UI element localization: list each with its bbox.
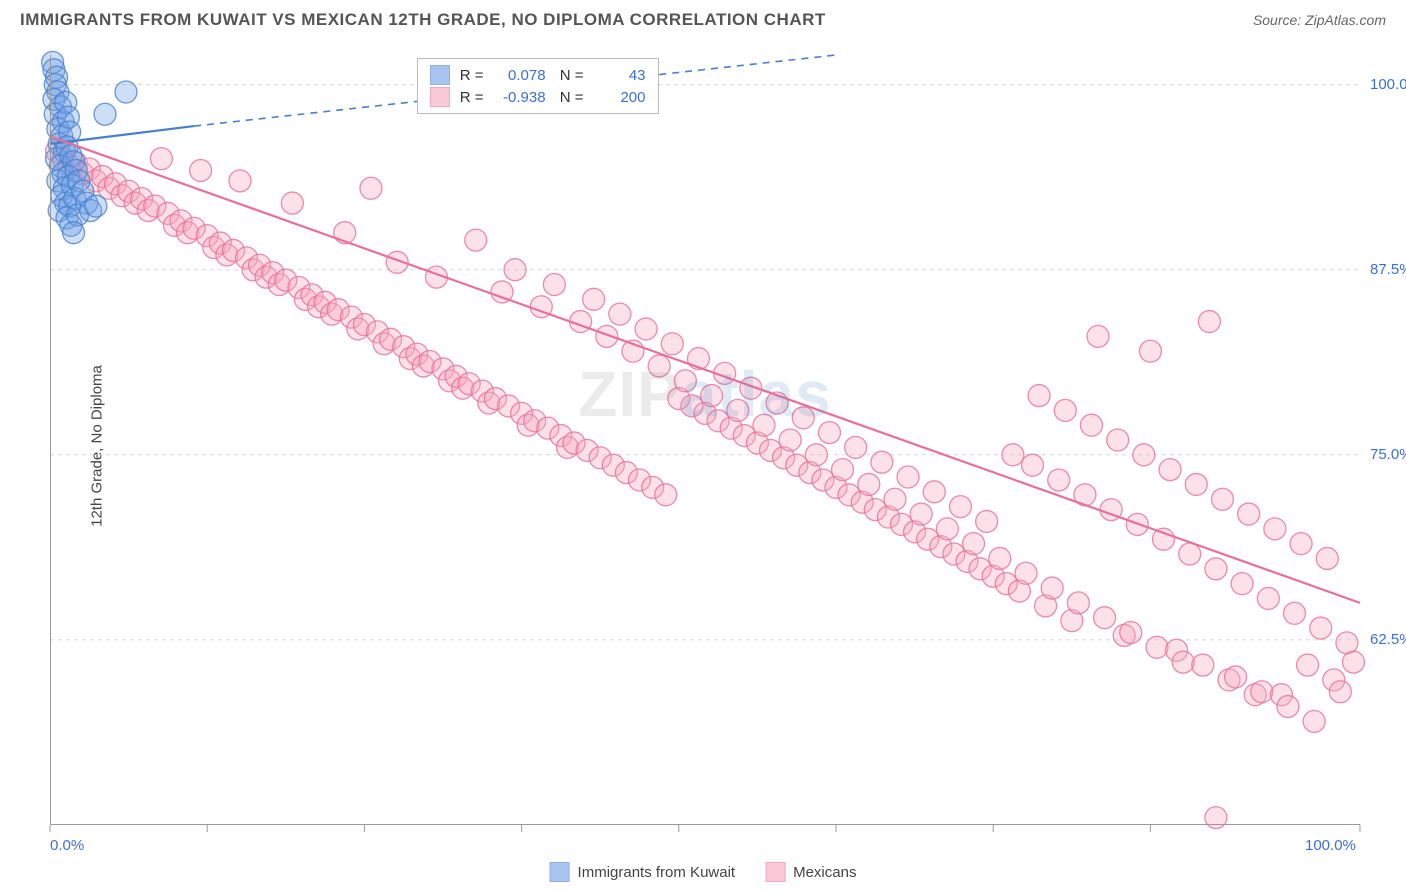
- stat-N-value: 200: [594, 89, 646, 106]
- legend-swatch: [430, 65, 450, 85]
- legend-swatch: [550, 862, 570, 882]
- y-tick-label: 87.5%: [1370, 261, 1406, 278]
- x-tick-label: 100.0%: [1305, 837, 1356, 854]
- y-tick-label: 62.5%: [1370, 631, 1406, 648]
- stat-N-label: N =: [556, 67, 584, 84]
- stats-legend-row: R = 0.078 N = 43: [430, 64, 646, 86]
- stat-N-value: 43: [594, 67, 646, 84]
- stat-R-value: 0.078: [494, 67, 546, 84]
- stat-R-label: R =: [460, 89, 484, 106]
- stat-N-label: N =: [556, 89, 584, 106]
- title-bar: IMMIGRANTS FROM KUWAIT VS MEXICAN 12TH G…: [0, 0, 1406, 36]
- stat-R-value: -0.938: [494, 89, 546, 106]
- plot-area: ZIPatlas R =0.078 N =43R =-0.938 N =200 …: [50, 55, 1360, 825]
- source-name: ZipAtlas.com: [1305, 12, 1386, 28]
- legend-label: Mexicans: [793, 864, 856, 881]
- legend-swatch: [430, 87, 450, 107]
- x-tick-label: 0.0%: [50, 837, 84, 854]
- legend-swatch: [765, 862, 785, 882]
- stats-legend: R = 0.078 N = 43 R = -0.938 N = 200: [417, 58, 659, 114]
- y-tick-label: 100.0%: [1370, 76, 1406, 93]
- source-prefix: Source:: [1253, 12, 1305, 28]
- legend-item: Mexicans: [765, 862, 856, 882]
- bottom-legend: Immigrants from Kuwait Mexicans: [550, 862, 857, 882]
- legend-item: Immigrants from Kuwait: [550, 862, 736, 882]
- source-attribution: Source: ZipAtlas.com: [1253, 12, 1386, 28]
- stat-R-label: R =: [460, 67, 484, 84]
- legend-label: Immigrants from Kuwait: [578, 864, 736, 881]
- y-tick-label: 75.0%: [1370, 446, 1406, 463]
- chart-title: IMMIGRANTS FROM KUWAIT VS MEXICAN 12TH G…: [20, 10, 826, 30]
- stats-legend-row: R = -0.938 N = 200: [430, 86, 646, 108]
- plot-border: [50, 55, 1360, 825]
